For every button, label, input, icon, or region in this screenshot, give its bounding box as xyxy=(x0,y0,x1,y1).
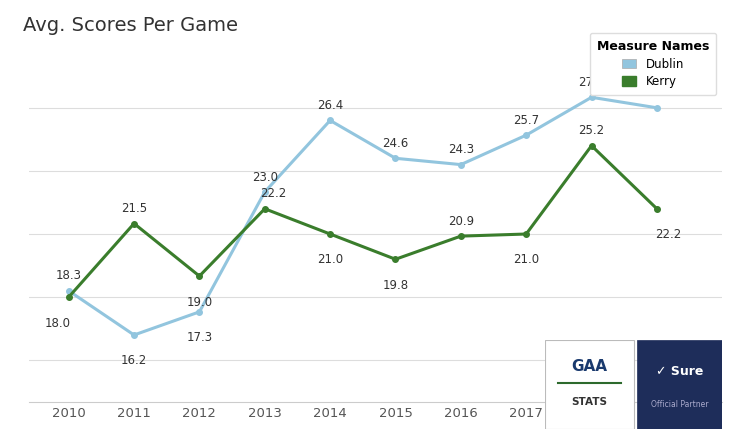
Text: 21.0: 21.0 xyxy=(513,253,539,266)
Text: Avg. Scores Per Game: Avg. Scores Per Game xyxy=(23,16,237,35)
Text: ✓ Sure: ✓ Sure xyxy=(656,364,704,378)
Text: STATS: STATS xyxy=(572,397,607,407)
Text: 22.2: 22.2 xyxy=(655,228,681,241)
Legend: Dublin, Kerry: Dublin, Kerry xyxy=(590,33,716,95)
Text: 18.0: 18.0 xyxy=(44,316,71,329)
Text: 17.3: 17.3 xyxy=(186,331,212,344)
Text: 24.3: 24.3 xyxy=(448,143,474,156)
Text: 19.0: 19.0 xyxy=(186,295,212,308)
Text: 20.9: 20.9 xyxy=(448,215,474,228)
Text: 26.4: 26.4 xyxy=(317,99,343,112)
Text: 24.6: 24.6 xyxy=(383,137,408,150)
Text: 18.3: 18.3 xyxy=(56,270,82,283)
Text: 22.2: 22.2 xyxy=(260,187,286,200)
Text: Official Partner: Official Partner xyxy=(651,400,708,409)
Text: 23.0: 23.0 xyxy=(252,171,278,184)
Text: 25.2: 25.2 xyxy=(579,124,604,137)
Text: 21.5: 21.5 xyxy=(121,202,147,215)
Text: 27.0: 27.0 xyxy=(652,86,678,100)
Text: 21.0: 21.0 xyxy=(317,253,343,266)
Text: 16.2: 16.2 xyxy=(121,354,147,367)
Text: 25.7: 25.7 xyxy=(513,114,539,127)
Text: 19.8: 19.8 xyxy=(383,278,408,292)
Text: GAA: GAA xyxy=(572,359,607,374)
Bar xyxy=(545,340,634,429)
Text: 27.5: 27.5 xyxy=(579,76,604,89)
Bar xyxy=(638,340,722,429)
